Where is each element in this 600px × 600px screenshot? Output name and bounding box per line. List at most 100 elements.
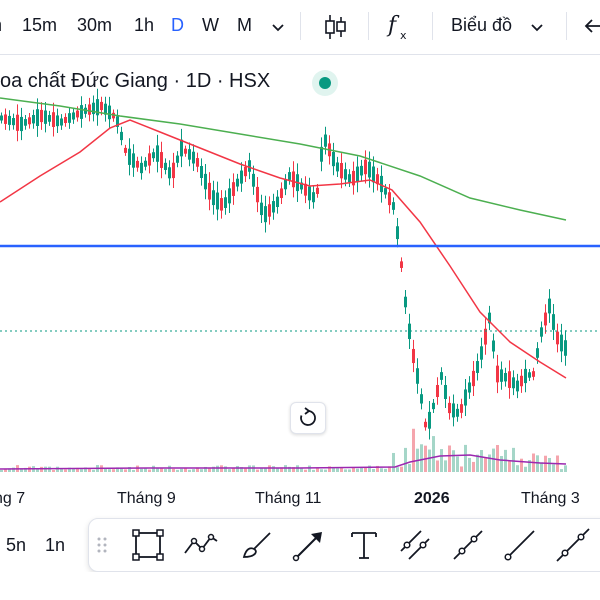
volume-bar xyxy=(400,466,403,472)
candle-body xyxy=(396,226,399,240)
candle-body xyxy=(388,192,391,206)
chart-type-label[interactable]: Biểu đồ xyxy=(451,15,513,35)
candle-body xyxy=(188,149,191,160)
candle-body xyxy=(196,158,199,167)
volume-bar xyxy=(484,457,487,472)
timeframe-15m[interactable]: 15m xyxy=(22,15,58,35)
volume-bar xyxy=(124,469,127,472)
indicators-fx-icon[interactable]: f x xyxy=(386,12,414,42)
extended-line-tool-icon[interactable] xyxy=(555,527,591,563)
volume-bar xyxy=(408,464,411,472)
volume-bar xyxy=(388,466,391,472)
volume-bar xyxy=(480,450,483,472)
drag-handle-icon[interactable] xyxy=(95,527,131,563)
volume-bar xyxy=(396,467,399,472)
drawing-toolbar xyxy=(88,518,600,572)
candle-body xyxy=(420,394,423,404)
candle-body xyxy=(368,161,371,178)
volume-bar xyxy=(88,468,91,472)
volume-bar xyxy=(496,445,499,472)
candle-body xyxy=(444,384,447,400)
parallel-channel-tool-icon[interactable] xyxy=(397,527,433,563)
candle-body xyxy=(192,151,195,164)
volume-bar xyxy=(392,452,395,472)
volume-bar xyxy=(444,460,447,472)
candle-body xyxy=(152,152,155,159)
candles-icon[interactable] xyxy=(322,13,348,41)
ray-tool-icon[interactable] xyxy=(502,527,538,563)
candle-body xyxy=(484,328,487,345)
volume-bar xyxy=(140,468,143,472)
candle-body xyxy=(116,116,119,127)
volume-bar xyxy=(452,450,455,472)
candle-body xyxy=(260,202,263,216)
candle-body xyxy=(40,109,43,123)
volume-bar xyxy=(80,469,83,472)
volume-bar xyxy=(448,445,451,472)
volume-bar xyxy=(540,462,543,472)
candle-body xyxy=(184,148,187,154)
toolbar-divider xyxy=(566,12,567,40)
brush-tool-icon[interactable] xyxy=(240,527,276,563)
volume-bar xyxy=(372,468,375,472)
timeframe-partial[interactable]: n xyxy=(0,15,2,36)
volume-bar xyxy=(356,468,359,472)
candle-body xyxy=(544,312,547,326)
candle-body xyxy=(536,348,539,358)
reset-chart-button[interactable] xyxy=(290,402,326,434)
arrow-tool-icon[interactable] xyxy=(291,527,327,563)
price-chart[interactable] xyxy=(0,56,600,482)
candle-body xyxy=(468,382,471,393)
candle-body xyxy=(56,115,59,127)
timeframe-w[interactable]: W xyxy=(202,15,219,35)
rectangle-tool-icon[interactable] xyxy=(130,527,166,563)
volume-bar xyxy=(152,465,155,472)
volume-bar xyxy=(380,468,383,472)
time-axis[interactable]: ng 7 Tháng 9 Tháng 11 2026 Tháng 3 xyxy=(0,482,600,516)
volume-bar xyxy=(264,467,267,472)
candle-body xyxy=(452,403,455,418)
volume-bar xyxy=(456,456,459,472)
timeframe-1h[interactable]: 1h xyxy=(134,15,155,35)
volume-bar xyxy=(464,444,467,472)
candle-body xyxy=(276,196,279,208)
symbol-title[interactable]: oa chất Đức Giang · 1D · HSX xyxy=(0,70,271,92)
text-tool-icon[interactable] xyxy=(346,527,382,563)
candle-body xyxy=(292,171,295,188)
candle-body xyxy=(172,162,175,179)
undo-arrow-icon[interactable] xyxy=(582,16,600,36)
candle-body xyxy=(284,179,287,190)
volume-bar xyxy=(364,467,367,472)
timeframe-dropdown-chevron-icon[interactable] xyxy=(271,20,285,34)
candle-body xyxy=(180,139,183,157)
range-1n[interactable]: 1n xyxy=(45,535,66,555)
candle-body xyxy=(148,153,151,166)
candle-body xyxy=(472,370,475,387)
timeframe-d[interactable]: D xyxy=(171,15,184,35)
volume-bar xyxy=(436,460,439,472)
candle-body xyxy=(336,162,339,172)
volume-bar xyxy=(500,456,503,472)
path-tool-icon[interactable] xyxy=(183,527,219,563)
candle-body xyxy=(364,159,367,175)
candle-body xyxy=(236,178,239,187)
timeframe-m[interactable]: M xyxy=(237,15,252,35)
trend-line-tool-icon[interactable] xyxy=(450,527,486,563)
volume-bar xyxy=(68,467,71,472)
chart-type-chevron-icon[interactable] xyxy=(530,20,544,34)
candle-body xyxy=(344,169,347,180)
volume-bar xyxy=(8,468,11,472)
candle-body xyxy=(448,402,451,414)
volume-bar xyxy=(428,449,431,472)
timeframe-30m[interactable]: 30m xyxy=(77,15,113,35)
candle-body xyxy=(64,116,67,124)
volume-bar xyxy=(20,468,23,472)
candle-body xyxy=(564,340,567,356)
candle-body xyxy=(168,167,171,179)
volume-bar xyxy=(204,466,207,472)
candle-body xyxy=(372,166,375,183)
chart-canvas[interactable] xyxy=(0,56,600,482)
candle-body xyxy=(304,183,307,196)
range-5n[interactable]: 5n xyxy=(6,535,27,555)
toolbar-divider xyxy=(300,12,301,40)
